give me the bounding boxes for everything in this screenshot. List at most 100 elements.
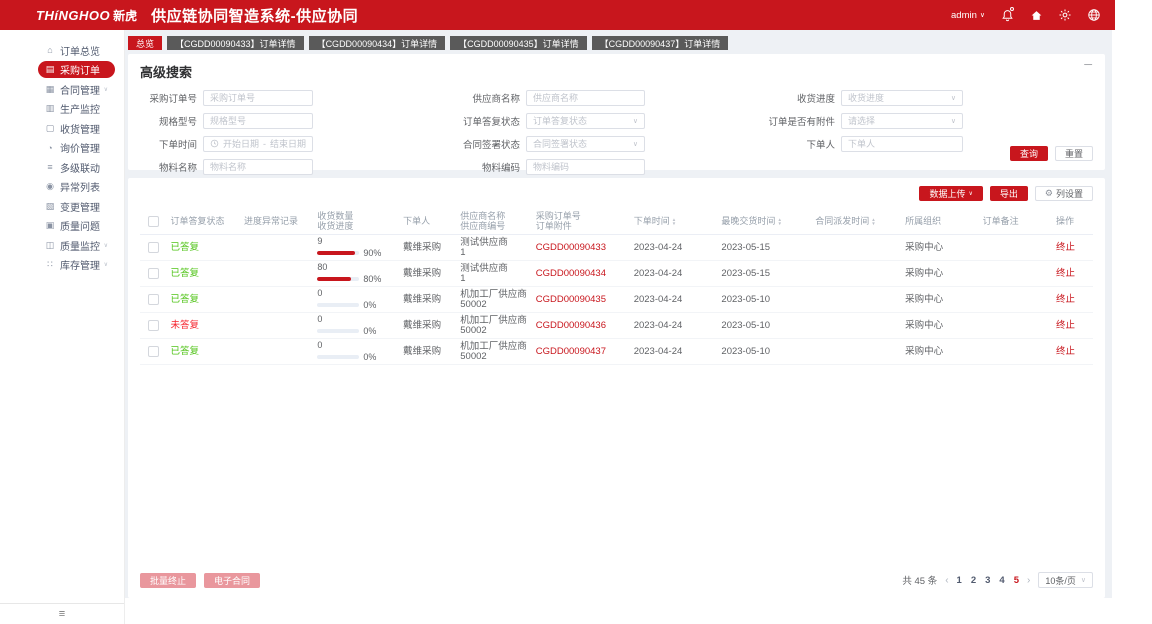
cell-org: 采购中心 bbox=[901, 286, 979, 313]
row-checkbox[interactable] bbox=[147, 294, 159, 305]
sidebar-item-multi-level-linkage[interactable]: ≡ 多级联动 bbox=[38, 159, 115, 176]
contract-sign-status-select[interactable]: 合同签署状态 ∨ bbox=[526, 135, 645, 152]
multi-level-linkage-icon: ≡ bbox=[47, 162, 53, 172]
total-count: 共 45 条 bbox=[902, 576, 938, 587]
cell-latest-delivery-time: 2023-05-10 bbox=[717, 312, 812, 339]
sidebar-item-exception-list[interactable]: ◉ 异常列表 bbox=[38, 178, 115, 195]
order-time-start-placeholder: 开始日期 bbox=[223, 139, 260, 149]
terminate-link[interactable]: 终止 bbox=[1056, 241, 1076, 253]
supplier-name-label: 供应商名称 bbox=[472, 93, 520, 105]
cell-contract-dispatch-time bbox=[811, 260, 902, 287]
query-button[interactable]: 查询 bbox=[1009, 146, 1048, 161]
material-name-text-input[interactable] bbox=[210, 161, 306, 172]
cell-order-time: 2023-04-24 bbox=[629, 338, 718, 365]
sidebar-item-quality-issues[interactable]: ▣ 质量问题 bbox=[38, 217, 115, 234]
progress-track bbox=[317, 303, 360, 307]
page-number-4[interactable]: 4 bbox=[999, 574, 1005, 586]
sidebar-item-change-management[interactable]: ▧ 变更管理 bbox=[38, 198, 115, 215]
sidebar-item-production-monitoring[interactable]: ▥ 生产监控 bbox=[38, 100, 115, 117]
home-icon[interactable] bbox=[1029, 8, 1043, 22]
tab-overview[interactable]: 总览 bbox=[128, 36, 163, 50]
settings-gear-icon[interactable] bbox=[1058, 8, 1072, 22]
sidebar-item-contract-management[interactable]: ▦ 合同管理 ∨ bbox=[38, 81, 115, 98]
row-checkbox[interactable] bbox=[147, 242, 159, 253]
column-header-contract_dispatch_time[interactable]: 合同派发时间 ▲ ▼ bbox=[811, 208, 902, 235]
order-number-link[interactable]: CGDD00090433 bbox=[535, 241, 606, 253]
sort-icon: ▲ ▼ bbox=[672, 217, 676, 226]
orderer-text-input[interactable] bbox=[848, 138, 956, 149]
terminate-link[interactable]: 终止 bbox=[1056, 319, 1076, 331]
next-page-icon[interactable]: › bbox=[1027, 574, 1031, 586]
terminate-link[interactable]: 终止 bbox=[1056, 267, 1076, 279]
reset-button[interactable]: 重置 bbox=[1054, 146, 1093, 161]
order-time-daterange[interactable]: 开始日期 - 结束日期 bbox=[203, 135, 314, 152]
sidebar-collapse-button[interactable]: ≡ bbox=[0, 603, 124, 624]
select-all-checkbox[interactable] bbox=[147, 215, 159, 227]
supplier-name-text-input[interactable] bbox=[533, 92, 638, 103]
order-has-attachment-select[interactable]: 请选择 ∨ bbox=[841, 112, 963, 129]
spec-model-text-input[interactable] bbox=[210, 115, 306, 126]
cell-org: 采购中心 bbox=[901, 312, 979, 339]
tab-cgdd00090435[interactable]: 【CGDD00090435】订单详情 bbox=[450, 36, 587, 50]
order-number-link[interactable]: CGDD00090436 bbox=[535, 319, 606, 331]
page-number-3[interactable]: 3 bbox=[985, 574, 991, 586]
column-settings-button[interactable]: ⚙ 列设置 bbox=[1034, 186, 1093, 201]
e-contract-button[interactable]: 电子合同 bbox=[204, 572, 261, 588]
data-upload-button[interactable]: 数据上传 ∨ bbox=[919, 186, 983, 201]
sidebar-item-order-overview[interactable]: ⌂ 订单总览 bbox=[38, 42, 115, 59]
column-header-latest_delivery_time[interactable]: 最晚交货时间 ▲ ▼ bbox=[717, 208, 812, 235]
cell-contract-dispatch-time bbox=[811, 338, 902, 365]
page-size-select[interactable]: 10条/页 ∨ bbox=[1038, 572, 1093, 588]
order-number-link[interactable]: CGDD00090434 bbox=[535, 267, 606, 279]
order-reply-status-select[interactable]: 订单答复状态 ∨ bbox=[526, 112, 645, 129]
supplier-code: 1 bbox=[460, 272, 466, 284]
order-number-link[interactable]: CGDD00090435 bbox=[535, 293, 606, 305]
prev-page-icon[interactable]: ‹ bbox=[945, 574, 949, 586]
sidebar-item-purchase-order[interactable]: ▤ 采购订单 bbox=[38, 61, 115, 78]
material-name-input[interactable] bbox=[203, 158, 313, 175]
cell-reply-status: 已答复 bbox=[166, 338, 240, 365]
receiving-progress-select[interactable]: 收货进度 ∨ bbox=[841, 89, 963, 106]
order-number-link[interactable]: CGDD00090437 bbox=[535, 345, 606, 357]
terminate-link[interactable]: 终止 bbox=[1056, 345, 1076, 357]
cell-supplier: 测试供应商 1 bbox=[456, 260, 532, 287]
export-button[interactable]: 导出 bbox=[989, 186, 1028, 201]
sort-icon: ▲ ▼ bbox=[871, 217, 875, 226]
orderer-input[interactable] bbox=[841, 135, 963, 152]
purchase-order-no-input[interactable] bbox=[203, 89, 313, 106]
batch-terminate-button[interactable]: 批量终止 bbox=[140, 572, 197, 588]
cell-select bbox=[140, 234, 167, 261]
cell-action: 终止 bbox=[1052, 338, 1093, 365]
cell-progress-exception bbox=[239, 234, 314, 261]
page-number-2[interactable]: 2 bbox=[970, 574, 977, 586]
user-menu[interactable]: admin ∨ bbox=[951, 10, 985, 21]
sidebar-item-inventory-management[interactable]: ∷ 库存管理 ∨ bbox=[38, 256, 115, 273]
cell-select bbox=[140, 338, 167, 365]
row-checkbox[interactable] bbox=[147, 320, 159, 331]
cell-order-time: 2023-04-24 bbox=[629, 312, 718, 339]
receive-quantity: 0 bbox=[317, 288, 323, 298]
material-code-input[interactable] bbox=[526, 158, 645, 175]
sidebar-item-quality-monitoring[interactable]: ◫ 质量监控 ∨ bbox=[38, 237, 115, 254]
tab-cgdd00090437[interactable]: 【CGDD00090437】订单详情 bbox=[591, 36, 729, 50]
sidebar-item-receiving-management[interactable]: ▢ 收货管理 bbox=[38, 120, 115, 137]
language-globe-icon[interactable] bbox=[1087, 8, 1101, 22]
spec-model-input[interactable] bbox=[203, 112, 313, 129]
purchase-order-no-text-input[interactable] bbox=[210, 92, 306, 103]
tab-cgdd00090434[interactable]: 【CGDD00090434】订单详情 bbox=[308, 36, 446, 50]
cell-remark bbox=[978, 312, 1053, 339]
material-code-text-input[interactable] bbox=[533, 161, 638, 172]
supplier-name-input[interactable] bbox=[526, 89, 645, 106]
page-number-1[interactable]: 1 bbox=[956, 574, 962, 586]
collapse-panel-icon[interactable]: ─ bbox=[1084, 59, 1092, 71]
row-checkbox[interactable] bbox=[147, 268, 159, 279]
terminate-link[interactable]: 终止 bbox=[1056, 293, 1076, 305]
notification-bell-icon[interactable] bbox=[1000, 7, 1014, 22]
tab-cgdd00090433[interactable]: 【CGDD00090433】订单详情 bbox=[167, 36, 304, 50]
sidebar-item-inquiry-management[interactable]: ◔ 询价管理 bbox=[38, 139, 115, 156]
cell-orderer: 戴维采购 bbox=[399, 286, 457, 313]
page-number-5[interactable]: 5 bbox=[1013, 574, 1020, 586]
column-header-order_time[interactable]: 下单时间 ▲ ▼ bbox=[629, 208, 718, 235]
row-checkbox[interactable] bbox=[147, 346, 159, 357]
